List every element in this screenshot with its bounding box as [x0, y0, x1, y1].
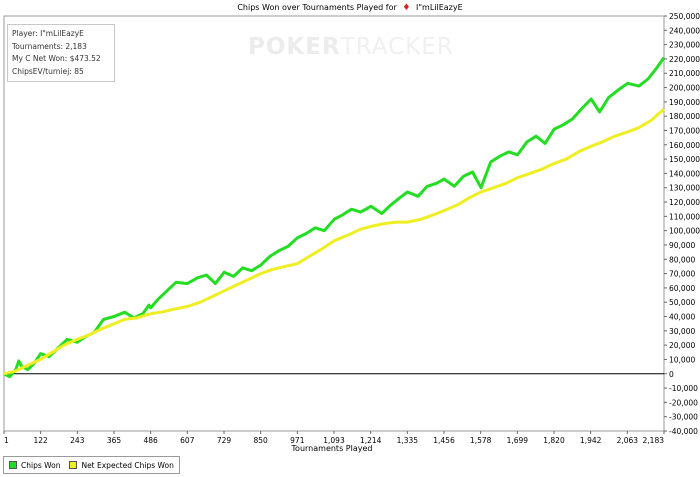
y-tick-label: -40,000 — [669, 427, 698, 436]
y-tick-label: 0 — [669, 370, 674, 379]
x-tick-label: 1,942 — [580, 436, 602, 445]
y-tick-label: 220,000 — [669, 55, 700, 64]
info-tournaments: Tournaments: 2,183 — [12, 41, 87, 51]
series-layer — [3, 56, 666, 379]
y-tick-label: -10,000 — [669, 384, 698, 393]
chart-title-player: I"mLilEazyE — [415, 3, 463, 12]
x-tick-label: 1,093 — [323, 436, 345, 445]
y-tick-label: 230,000 — [669, 41, 700, 50]
chart-legend: Chips Won Net Expected Chips Won — [3, 456, 180, 474]
x-tick-label: 1,820 — [543, 436, 565, 445]
watermark-part1: POKER — [248, 34, 341, 60]
x-tick-label: 365 — [107, 436, 122, 445]
info-net-won: My C Net Won: $473.52 — [12, 54, 101, 63]
legend-swatch-chips-won — [9, 461, 17, 469]
x-tick-label: 486 — [144, 436, 159, 445]
y-tick-label: 30,000 — [669, 327, 695, 336]
x-axis: 1 122 243 365 486 607 729 850 971 1,093 1,214 1,335… — [3, 431, 665, 445]
x-tick-label: 243 — [70, 436, 85, 445]
y-tick-label: 180,000 — [669, 112, 700, 121]
y-tick-label: 250,000 — [669, 12, 700, 21]
x-tick-label: 1,578 — [470, 436, 492, 445]
y-tick-label: 170,000 — [669, 126, 700, 135]
y-tick-label: 110,000 — [669, 212, 700, 221]
y-tick-label: -20,000 — [669, 398, 698, 407]
y-tick-label: 90,000 — [669, 241, 695, 250]
legend-item-expected[interactable]: Net Expected Chips Won — [69, 460, 174, 470]
y-tick-label: 160,000 — [669, 141, 700, 150]
series-line-net-expected — [3, 107, 665, 376]
y-tick-label: 40,000 — [669, 313, 695, 322]
y-tick-label: -30,000 — [669, 413, 698, 422]
x-tick-label: 1 — [4, 436, 9, 445]
plot-area — [3, 15, 665, 432]
diamond-suit-icon: ♦ — [402, 3, 411, 13]
y-tick-label: 200,000 — [669, 84, 700, 93]
legend-swatch-expected — [69, 461, 78, 469]
chart-title: Chips Won over Tournaments Played for ♦ … — [0, 3, 700, 13]
x-tick-label: 1,456 — [433, 436, 455, 445]
y-tick-label: 140,000 — [669, 169, 700, 178]
y-tick-label: 190,000 — [669, 98, 700, 107]
y-tick-label: 70,000 — [669, 270, 695, 279]
y-tick-label: 50,000 — [669, 298, 695, 307]
y-tick-label: 60,000 — [669, 284, 695, 293]
y-tick-label: 80,000 — [669, 255, 695, 264]
x-tick-label: 122 — [34, 436, 49, 445]
player-info-box: Player: I"mLilEazyE Tournaments: 2,183 M… — [7, 24, 115, 82]
legend-label-chips-won: Chips Won — [21, 460, 61, 470]
x-tick-label: 607 — [180, 436, 195, 445]
y-tick-label: 100,000 — [669, 227, 700, 236]
y-tick-label: 10,000 — [669, 355, 695, 364]
watermark-part2: TRACKER — [340, 34, 454, 60]
y-tick-label: 20,000 — [669, 341, 695, 350]
info-chips-ev: ChipsEV/turniej: 85 — [12, 66, 84, 76]
x-tick-label: 1,699 — [507, 436, 529, 445]
y-tick-label: 150,000 — [669, 155, 700, 164]
chart-title-text: Chips Won over Tournaments Played for — [237, 3, 397, 12]
info-player: Player: I"mLilEazyE — [12, 29, 84, 38]
y-axis: -40,000 -30,000 -20,000 -10,000 0 10,000 20,00… — [664, 12, 700, 436]
pokertracker-watermark-logo: POKERTRACKER — [248, 34, 454, 60]
y-tick-label: 120,000 — [669, 198, 700, 207]
legend-label-expected: Net Expected Chips Won — [81, 460, 174, 470]
x-tick-label: 850 — [254, 436, 269, 445]
x-tick-label: 729 — [217, 436, 232, 445]
x-tick-label: 1,214 — [360, 436, 382, 445]
y-tick-label: 130,000 — [669, 184, 700, 193]
x-tick-label: 971 — [290, 436, 305, 445]
y-tick-label: 240,000 — [669, 26, 700, 35]
x-tick-label: 2,183 — [643, 436, 665, 445]
legend-item-chips-won[interactable]: Chips Won — [9, 461, 60, 470]
x-axis-label: Tournaments Played — [291, 444, 373, 453]
x-tick-label: 1,335 — [397, 436, 419, 445]
x-tick-label: 2,063 — [617, 436, 639, 445]
y-tick-label: 210,000 — [669, 69, 700, 78]
